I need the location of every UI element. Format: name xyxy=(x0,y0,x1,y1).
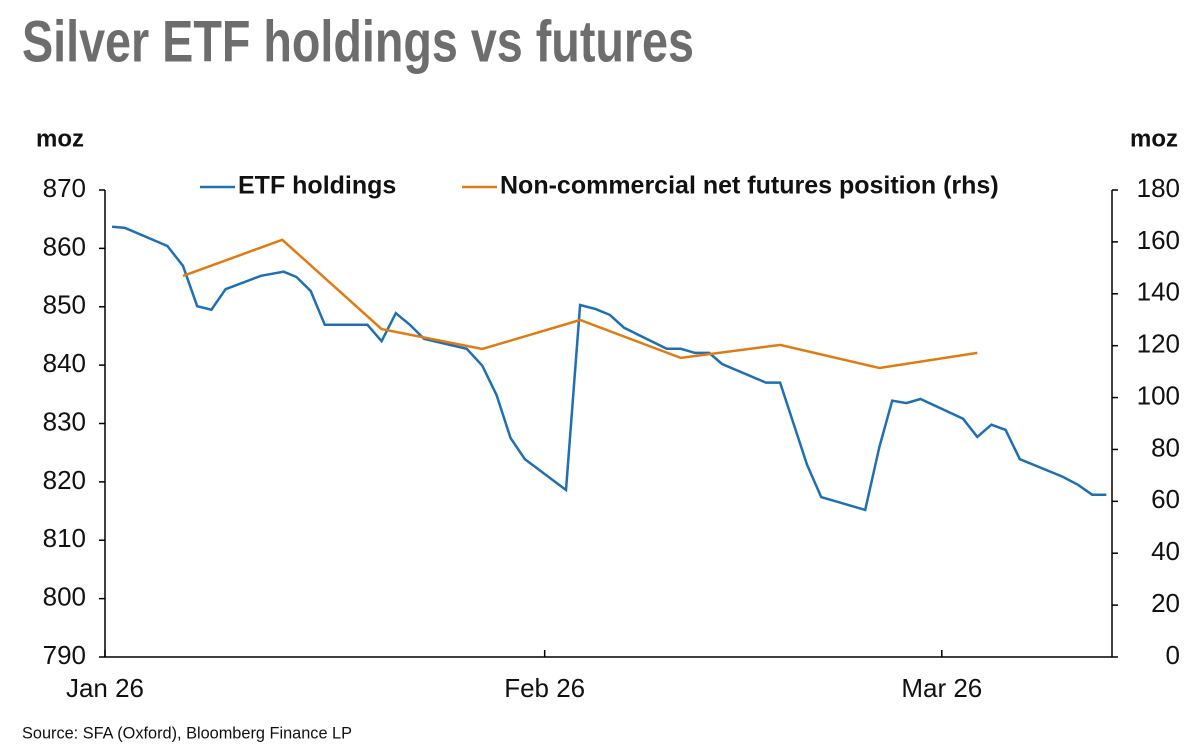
y-tick-label: 820 xyxy=(43,465,86,495)
y2-tick-label: 140 xyxy=(1137,277,1180,307)
series-line xyxy=(182,238,978,370)
y2-tick-label: 0 xyxy=(1166,640,1180,670)
y-tick-label: 800 xyxy=(43,582,86,612)
legend-label: ETF holdings xyxy=(238,172,396,200)
legend-label: Non-commercial net futures position (rhs… xyxy=(500,172,999,200)
y-tick-label: 850 xyxy=(43,290,86,320)
y-axis-label: moz xyxy=(36,125,84,152)
x-tick-label: Feb 26 xyxy=(504,673,585,703)
chart-title: Silver ETF holdings vs futures xyxy=(22,9,694,74)
y-tick-label: 830 xyxy=(43,406,86,436)
x-tick-label: Jan 26 xyxy=(66,673,144,703)
y2-tick-label: 100 xyxy=(1137,380,1180,410)
y-tick-label: 810 xyxy=(43,523,86,553)
y2-tick-label: 60 xyxy=(1151,484,1180,514)
y2-tick-label: 180 xyxy=(1137,173,1180,203)
source-note: Source: SFA (Oxford), Bloomberg Finance … xyxy=(22,723,352,742)
y-tick-label: 790 xyxy=(43,640,86,670)
y-tick-label: 870 xyxy=(43,173,86,203)
y2-tick-label: 80 xyxy=(1151,432,1180,462)
y2-tick-label: 160 xyxy=(1137,225,1180,255)
y2-axis-label: moz xyxy=(1130,125,1178,152)
y2-tick-label: 20 xyxy=(1151,588,1180,618)
x-tick-label: Mar 26 xyxy=(901,673,982,703)
y2-tick-label: 40 xyxy=(1151,536,1180,566)
series-line xyxy=(111,225,1107,512)
y-tick-label: 840 xyxy=(43,348,86,378)
y-tick-label: 860 xyxy=(43,231,86,261)
y2-tick-label: 120 xyxy=(1137,329,1180,359)
